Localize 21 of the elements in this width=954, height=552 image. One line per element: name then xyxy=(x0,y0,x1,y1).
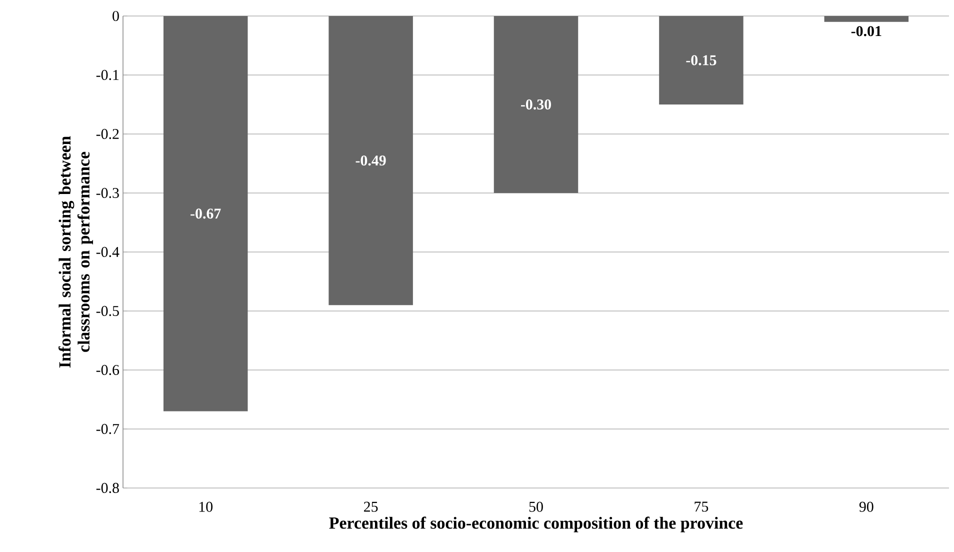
data-label: -0.15 xyxy=(686,55,716,66)
data-label: -0.01 xyxy=(851,26,882,36)
x-tick-label: 50 xyxy=(529,502,543,512)
x-tick-label: 10 xyxy=(199,502,213,512)
y-tick-label: 0 xyxy=(112,10,119,22)
y-tick-label: -0.4 xyxy=(96,246,120,258)
x-axis-title: Percentiles of socio-economic composition of the province xyxy=(329,516,743,532)
y-tick-label: -0.3 xyxy=(96,188,119,198)
x-tick-label: 75 xyxy=(694,502,708,512)
y-tick-label: -0.2 xyxy=(96,128,119,140)
data-label: -0.30 xyxy=(520,99,552,110)
y-axis-title: Informal social sorting between classrooms on performance xyxy=(58,136,93,368)
x-tick-label: 25 xyxy=(364,502,378,512)
y-tick-label: -0.6 xyxy=(96,364,120,376)
y-tick-label: -0.7 xyxy=(96,424,120,434)
data-label: -0.49 xyxy=(356,155,386,166)
data-label: -0.67 xyxy=(190,208,221,219)
y-tick-label: -0.1 xyxy=(96,70,119,80)
y-tick-label: -0.8 xyxy=(96,482,119,494)
x-tick-label: 90 xyxy=(859,502,874,512)
y-tick-label: -0.5 xyxy=(96,306,119,316)
